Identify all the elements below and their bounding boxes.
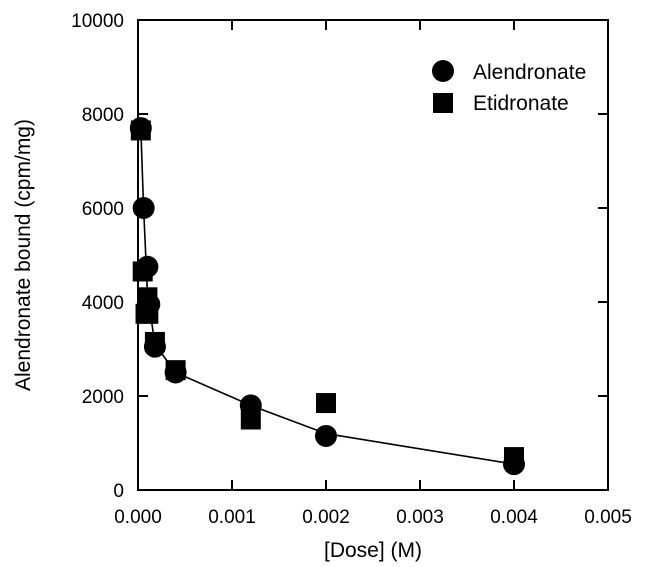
y-tick-label: 0 [113,481,124,502]
axis-ticks [137,19,609,491]
y-axis-title: Alendronate bound (cpm/mg) [12,119,35,391]
x-tick-label: 0.002 [302,507,350,528]
x-tick-label: 0.004 [490,507,538,528]
legend-marker-etidronate [433,93,453,113]
alendronate-point [315,424,337,447]
etidronate-point [138,303,159,324]
axis-tick-labels: 0.000 0.001 0.002 0.003 0.004 0.005 0 2000 4000 6… [71,11,632,528]
y-tick-label: 10000 [71,11,124,32]
y-tick-label: 6000 [82,199,124,220]
etidronate-point [130,120,151,141]
etidronate-point [137,287,158,308]
y-tick-label: 4000 [82,293,124,314]
etidronate-point [165,360,186,381]
etidronate-point [504,447,524,468]
alendronate-point [132,197,155,219]
legend-label-etidronate: Etidronate [473,92,569,115]
etidronate-point [316,393,336,414]
x-tick-label: 0.000 [114,507,162,528]
etidronate-point [132,261,153,282]
x-axis-title: [Dose] (M) [324,539,422,562]
fit-curve [140,128,515,465]
x-tick-label: 0.001 [208,507,256,528]
etidronate-point [240,409,261,430]
y-tick-label: 8000 [82,105,124,126]
x-tick-label: 0.003 [396,507,444,528]
data-points [129,117,525,476]
legend-marker-alendronate [432,60,454,82]
y-tick-label: 2000 [82,387,124,408]
plot-border [137,19,609,491]
etidronate-point [144,331,165,352]
x-tick-label: 0.005 [584,507,632,528]
legend-label-alendronate: Alendronate [473,61,586,84]
legend: Alendronate Etidronate [432,60,586,115]
plot-frame [137,19,609,491]
